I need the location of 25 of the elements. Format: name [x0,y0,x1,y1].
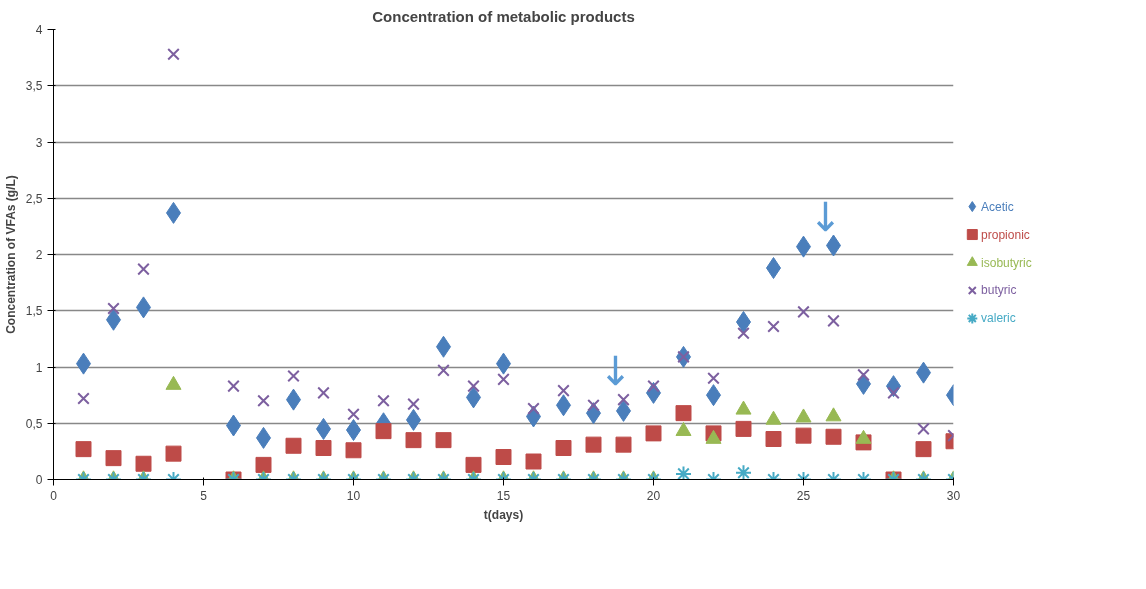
y-tick-label: 0,5 [25,416,43,431]
x-tick-label: 15 [496,488,511,503]
x-tick-label: 20 [646,488,661,503]
y-tick-label: 4 [35,23,43,37]
y-tick-label: 2 [35,248,43,262]
x-tick-label: 10 [346,488,361,503]
x-axis-title: t(days) [483,507,524,522]
y-tick-label: 0 [35,473,43,487]
x-tick-label: 0 [50,488,58,503]
y-axis-title: Concentration of VFAs (g/L) [3,175,18,334]
legend-label: isobutyric [981,255,1032,270]
x-tick-label: 25 [796,488,811,503]
y-tick-label: 3,5 [25,79,43,94]
legend-label: butyric [981,283,1017,298]
x-tick-label: 30 [946,488,961,503]
y-tick-label: 3 [35,135,43,150]
y-tick-label: 2,5 [25,191,43,206]
legend-label: valeric [981,311,1016,326]
legend-label: propionic [981,227,1030,242]
x-tick-label: 5 [200,488,208,503]
annotation: ↓ [808,193,843,240]
y-tick-label: 1,5 [25,304,43,319]
chart-title: Concentration of metabolic products [372,7,635,25]
y-tick-label: 1 [35,360,43,375]
legend-label: Acetic [981,199,1014,214]
